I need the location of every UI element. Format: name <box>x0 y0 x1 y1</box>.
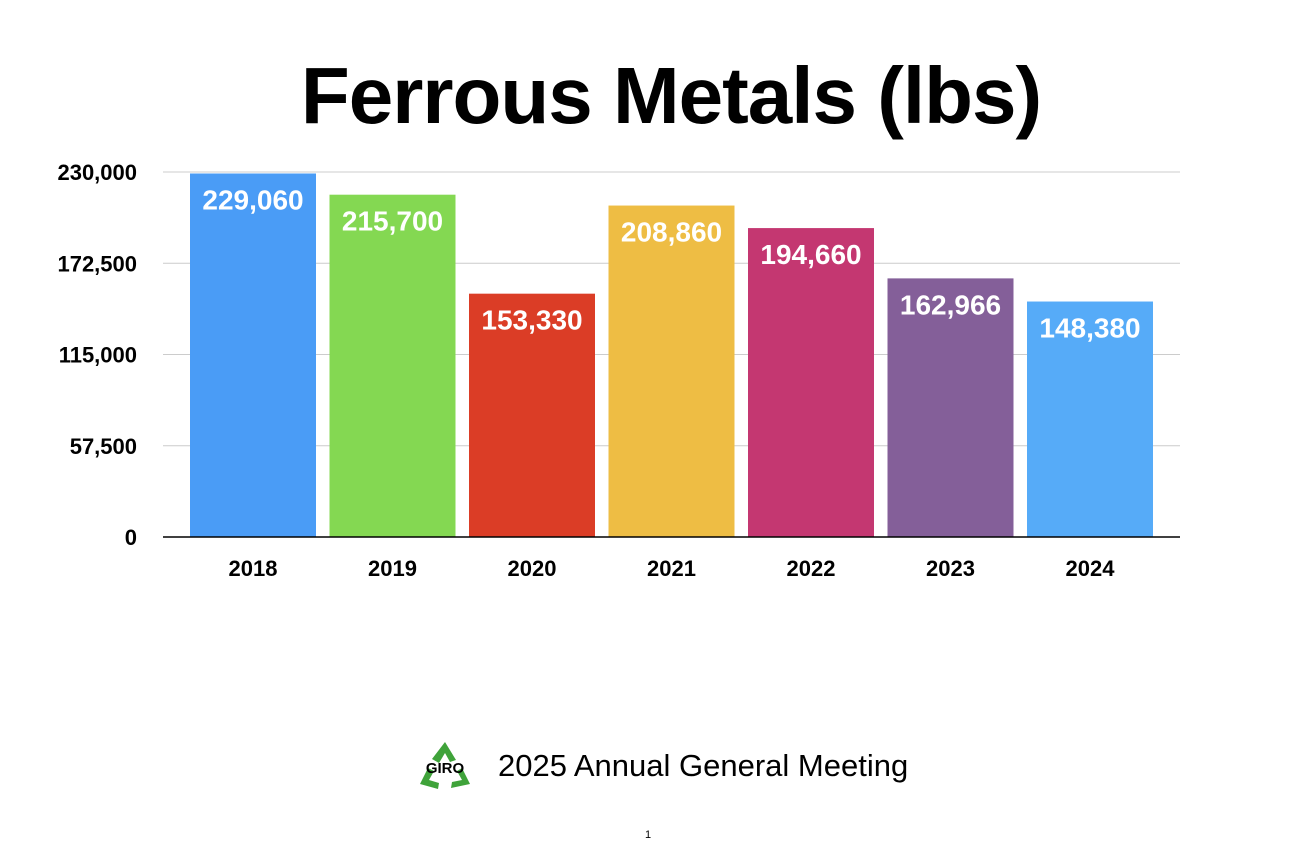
bar <box>748 228 874 537</box>
slide-title: Ferrous Metals (lbs) <box>300 51 1042 140</box>
data-label: 208,860 <box>621 217 722 248</box>
bar <box>469 293 595 537</box>
data-label: 194,660 <box>760 239 861 270</box>
x-tick-label: 2018 <box>229 556 278 581</box>
data-label: 215,700 <box>342 206 443 237</box>
y-tick-label: 230,000 <box>57 160 137 185</box>
data-label: 229,060 <box>202 184 303 215</box>
bar <box>190 173 316 537</box>
bar <box>1027 301 1153 537</box>
page-number: 1 <box>644 829 652 841</box>
data-label: 162,966 <box>900 289 1001 320</box>
x-tick-label: 2019 <box>368 556 417 581</box>
y-tick-label: 115,000 <box>59 343 137 368</box>
x-tick-label: 2024 <box>1066 556 1116 581</box>
x-tick-label: 2023 <box>926 556 975 581</box>
footer: GIRO 2025 Annual General Meeting <box>418 740 908 792</box>
y-tick-label: 172,500 <box>57 251 137 276</box>
y-tick-label: 0 <box>125 525 137 550</box>
x-tick-label: 2021 <box>647 556 696 581</box>
x-tick-label: 2020 <box>508 556 557 581</box>
bar <box>887 278 1014 537</box>
bar <box>329 194 456 537</box>
y-tick-label: 57,500 <box>70 434 137 459</box>
data-label: 153,330 <box>481 305 582 336</box>
bar <box>608 205 735 537</box>
recycle-icon: GIRO <box>420 742 470 789</box>
data-label: 148,380 <box>1039 313 1140 344</box>
footer-text: 2025 Annual General Meeting <box>498 748 909 783</box>
x-tick-label: 2022 <box>787 556 836 581</box>
logo-text: GIRO <box>426 760 465 777</box>
